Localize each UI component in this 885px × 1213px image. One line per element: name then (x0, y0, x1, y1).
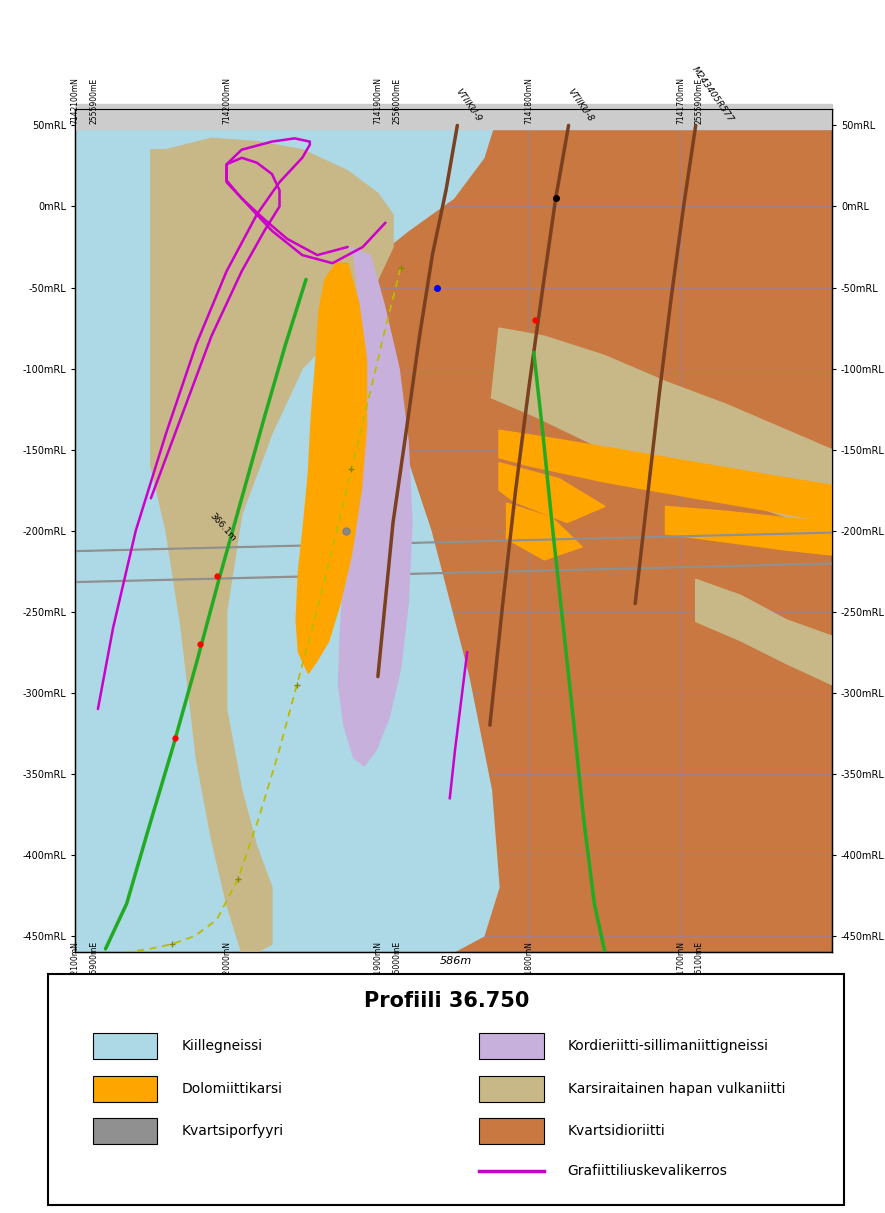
Polygon shape (296, 263, 366, 673)
Polygon shape (506, 503, 582, 560)
Text: 2555900mE: 2555900mE (89, 78, 98, 124)
Text: Kordieriitti-sillimaniittigneissi: Kordieriitti-sillimaniittigneissi (568, 1040, 769, 1053)
Text: 7141800mN: 7141800mN (525, 941, 534, 987)
Text: Dolomiittikarsi: Dolomiittikarsi (181, 1082, 282, 1095)
Text: Kiillegneissi: Kiillegneissi (181, 1040, 262, 1053)
Bar (93, 1033, 157, 1059)
Text: 2556100mE: 2556100mE (695, 941, 704, 987)
Polygon shape (696, 580, 832, 684)
Text: Karsiraitainen hapan vulkaniitti: Karsiraitainen hapan vulkaniitti (568, 1082, 785, 1095)
Text: Kvartsiporfyyri: Kvartsiporfyyri (181, 1124, 283, 1138)
Text: 7141900mN: 7141900mN (373, 941, 382, 987)
Text: 2556000mE: 2556000mE (392, 78, 401, 124)
Polygon shape (499, 462, 604, 523)
Polygon shape (491, 328, 832, 531)
Polygon shape (75, 109, 832, 952)
Bar (479, 1076, 543, 1101)
Text: 7141900mN: 7141900mN (373, 76, 382, 124)
Text: VTIIKU-9: VTIIKU-9 (454, 87, 483, 124)
Bar (75, 104, 832, 129)
Text: Kvartsidioriitti: Kvartsidioriitti (568, 1124, 666, 1138)
Text: 7142100mN: 7142100mN (71, 941, 80, 987)
Text: 7142000mN: 7142000mN (222, 941, 231, 987)
Text: 7142100mN: 7142100mN (71, 76, 80, 124)
Text: M243405R577: M243405R577 (689, 64, 735, 124)
Bar (93, 1076, 157, 1101)
Bar (479, 1033, 543, 1059)
Polygon shape (0, 289, 885, 805)
Text: 366.1m: 366.1m (208, 512, 238, 543)
Polygon shape (0, 297, 885, 861)
Bar (479, 1118, 543, 1144)
FancyBboxPatch shape (49, 974, 844, 1205)
Text: 586m: 586m (440, 956, 472, 966)
Text: 2555900mE: 2555900mE (89, 941, 98, 987)
Text: VTIIKU-8: VTIIKU-8 (566, 87, 595, 124)
Polygon shape (666, 506, 832, 556)
Text: 2555900mE: 2555900mE (695, 78, 704, 124)
Polygon shape (75, 109, 499, 952)
Text: 7142000mN: 7142000mN (222, 76, 231, 124)
Bar (93, 1118, 157, 1144)
Text: Profiili 36.750: Profiili 36.750 (365, 991, 529, 1012)
Text: 2556000mE: 2556000mE (392, 941, 401, 987)
Text: 7141800mN: 7141800mN (525, 76, 534, 124)
Text: 7141700mN: 7141700mN (676, 76, 685, 124)
Text: Grafiittiliuskevalikerros: Grafiittiliuskevalikerros (568, 1164, 727, 1179)
Polygon shape (499, 431, 832, 523)
Polygon shape (150, 138, 393, 952)
Text: 7141700mN: 7141700mN (676, 941, 685, 987)
Polygon shape (339, 247, 412, 765)
